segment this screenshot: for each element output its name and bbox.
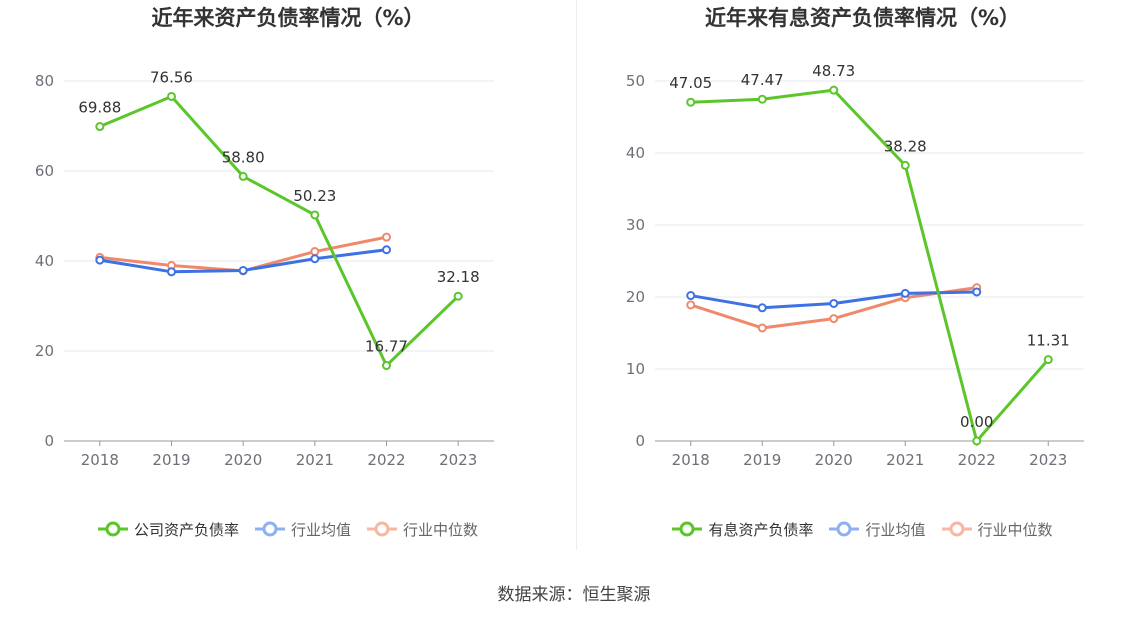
- data-point: [310, 210, 320, 220]
- chart-title: 近年来有息资产负债率情况（%）: [704, 6, 1021, 30]
- y-tick-label: 10: [626, 360, 645, 378]
- data-point: [382, 245, 391, 255]
- data-point: [900, 160, 910, 170]
- legend-item-industry-median[interactable]: 行业中位数: [941, 518, 1053, 540]
- data-label: 32.18: [437, 268, 480, 286]
- legend-item-industry-avg[interactable]: 行业均值: [829, 518, 926, 540]
- line-chart-debt-ratio: 0 20 40 60 80 2018 2019 2020 2021 2022 2023 69.88 76…: [35, 68, 494, 469]
- y-tick-label: 30: [626, 216, 645, 234]
- data-point: [238, 265, 248, 275]
- data-point: [829, 298, 839, 308]
- panel-divider: [576, 0, 577, 550]
- data-label: 50.23: [293, 187, 336, 205]
- data-label: 16.77: [365, 338, 408, 356]
- data-point: [238, 171, 248, 181]
- y-tick-label: 60: [35, 162, 54, 180]
- legend-line-marker-icon: [829, 521, 860, 537]
- data-point: [1043, 355, 1053, 365]
- legend-item-company[interactable]: 公司资产负债率: [97, 518, 239, 540]
- x-tick-label: 2023: [439, 451, 477, 469]
- legend-line-marker-icon: [672, 521, 703, 537]
- legend-item-industry-avg[interactable]: 行业均值: [254, 518, 351, 540]
- data-label: 47.47: [741, 71, 784, 89]
- y-tick-label: 80: [35, 72, 54, 90]
- chart-panel-interest-debt-ratio: 近年来有息资产负债率情况（%） 0 10 20 30 40 50 2018 2019 2020 2…: [577, 0, 1148, 550]
- legend-label: 公司资产负债率: [133, 520, 239, 539]
- x-tick-label: 2020: [815, 451, 853, 469]
- data-label: 76.56: [150, 68, 193, 86]
- legend-line-marker-icon: [254, 521, 285, 537]
- y-tick-label: 40: [35, 252, 54, 270]
- x-tick-label: 2018: [672, 451, 710, 469]
- data-label: 47.05: [669, 74, 712, 92]
- data-point: [382, 361, 391, 371]
- data-point: [972, 287, 982, 297]
- y-tick-label: 50: [626, 72, 645, 90]
- data-point: [757, 323, 767, 333]
- y-tick-label: 20: [35, 342, 54, 360]
- chart-legend: 有息资产负债率 行业均值 行业中位数: [577, 518, 1148, 540]
- data-point: [829, 85, 839, 95]
- x-tick-label: 2019: [743, 451, 781, 469]
- legend-line-marker-icon: [97, 521, 128, 537]
- data-point: [95, 255, 105, 265]
- data-point: [686, 300, 696, 310]
- data-point: [686, 291, 696, 301]
- x-tick-label: 2022: [367, 451, 405, 469]
- data-point: [686, 97, 696, 107]
- data-point: [310, 254, 320, 264]
- y-tick-label: 40: [626, 144, 645, 162]
- data-label: 69.88: [78, 99, 121, 117]
- data-point: [310, 247, 320, 257]
- chart-panel-debt-ratio: 近年来资产负债率情况（%） 0 20 40 60 80 2018 2019 2020 2021 2…: [0, 0, 576, 550]
- legend-label: 行业中位数: [977, 520, 1053, 539]
- legend-item-industry-median[interactable]: 行业中位数: [367, 518, 478, 540]
- data-label: 38.28: [884, 137, 927, 155]
- data-point: [167, 91, 176, 101]
- x-tick-label: 2020: [224, 451, 262, 469]
- legend-item-company[interactable]: 有息资产负债率: [672, 518, 813, 540]
- data-point: [453, 291, 463, 301]
- legend-line-marker-icon: [367, 521, 397, 537]
- x-tick-label: 2019: [152, 451, 190, 469]
- x-tick-label: 2021: [296, 451, 334, 469]
- legend-label: 行业中位数: [403, 520, 479, 539]
- chart-title: 近年来资产负债率情况（%）: [151, 6, 425, 30]
- x-tick-label: 2021: [886, 451, 924, 469]
- data-point: [900, 288, 910, 298]
- line-chart-interest-debt-ratio: 0 10 20 30 40 50 2018 2019 2020 2021 2022 2023 47.05…: [626, 62, 1084, 469]
- y-tick-label: 0: [635, 432, 645, 450]
- y-tick-label: 0: [44, 432, 54, 450]
- legend-label: 有息资产负债率: [708, 520, 814, 539]
- data-label: 48.73: [812, 62, 855, 80]
- x-tick-label: 2023: [1029, 451, 1067, 469]
- chart-legend: 公司资产负债率 行业均值 行业中位数: [0, 518, 576, 540]
- data-point: [95, 122, 105, 132]
- data-point: [382, 232, 391, 242]
- legend-label: 行业均值: [865, 520, 926, 539]
- data-point: [829, 314, 839, 324]
- data-label: 11.31: [1027, 332, 1070, 350]
- data-label: 0.00: [960, 413, 993, 431]
- legend-label: 行业均值: [290, 520, 351, 539]
- data-point: [167, 267, 176, 277]
- data-point: [972, 436, 982, 446]
- x-tick-label: 2018: [81, 451, 119, 469]
- series-line-0: [99, 94, 460, 368]
- x-tick-label: 2022: [958, 451, 996, 469]
- series-line-0: [690, 88, 1050, 443]
- data-source-label: 数据来源：恒生聚源: [497, 585, 651, 605]
- legend-line-marker-icon: [941, 521, 972, 537]
- y-tick-label: 20: [626, 288, 645, 306]
- data-point: [757, 303, 767, 313]
- data-label: 58.80: [222, 148, 265, 166]
- data-point: [757, 94, 767, 104]
